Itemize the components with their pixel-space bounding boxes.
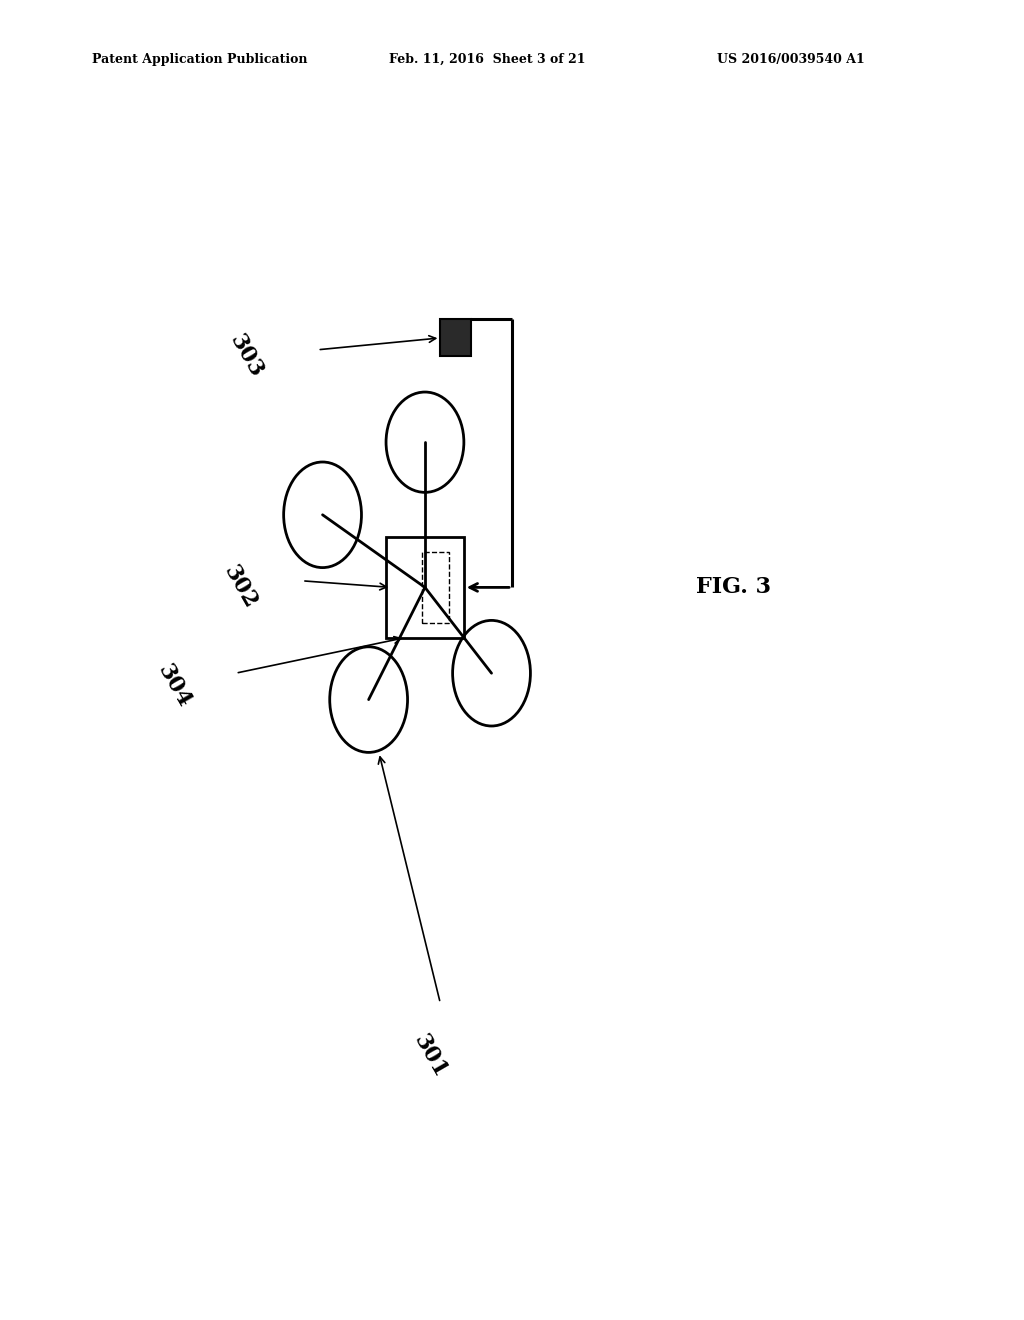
Text: Feb. 11, 2016  Sheet 3 of 21: Feb. 11, 2016 Sheet 3 of 21 [389,53,586,66]
Text: Patent Application Publication: Patent Application Publication [92,53,307,66]
Bar [440,319,471,356]
Text: US 2016/0039540 A1: US 2016/0039540 A1 [717,53,864,66]
Text: 303: 303 [224,331,267,381]
Text: 304: 304 [153,661,196,711]
Text: FIG. 3: FIG. 3 [696,577,771,598]
Text: 301: 301 [409,1031,452,1081]
Bar [386,537,464,638]
Text: 302: 302 [219,562,262,612]
Bar [422,552,450,623]
